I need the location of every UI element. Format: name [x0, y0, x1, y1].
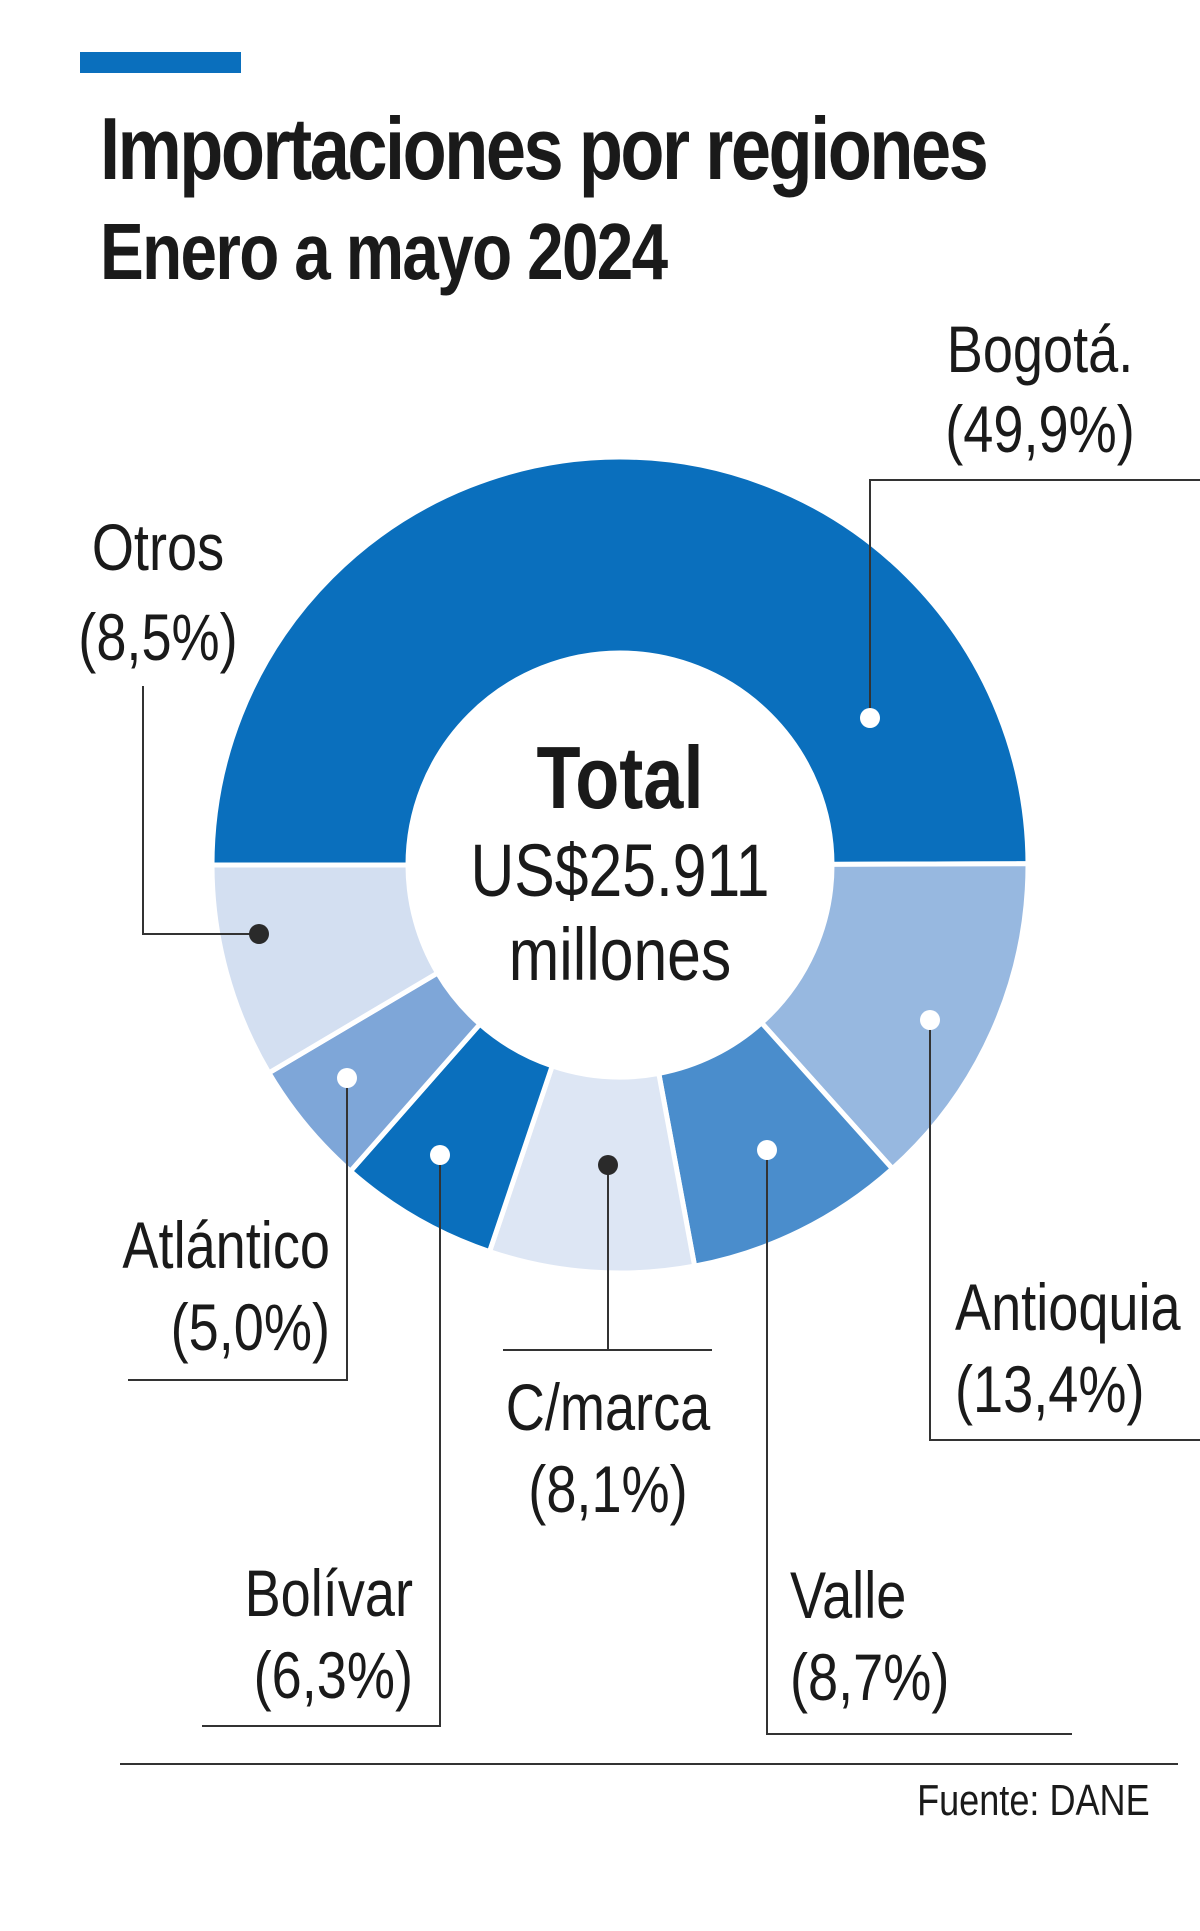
- leader-dot-4: [430, 1145, 450, 1165]
- slice-label-name-0: Bogotá.: [947, 312, 1134, 386]
- leader-dot-2: [757, 1140, 777, 1160]
- slice-1: [758, 861, 1031, 1173]
- slice-label-value-3: (8,1%): [528, 1452, 687, 1526]
- slice-label-value-6: (8,5%): [78, 600, 237, 674]
- labels-layer: Bogotá.(49,9%) Antioquia (13,4%) Valle (8,7%…: [78, 312, 1181, 1714]
- leader-line-6: [142, 686, 259, 935]
- slice-label-value-5: (5,0%): [171, 1290, 330, 1364]
- slice-label-name-3: C/marca: [506, 1370, 711, 1444]
- leader-line-4: [202, 1155, 441, 1727]
- center-label: Total US$25.911 millones: [470, 729, 769, 996]
- leaders-layer: [128, 479, 1200, 1735]
- slice-label-name-2: Valle: [790, 1558, 906, 1632]
- center-total: Total: [536, 729, 703, 827]
- leader-line-1: [929, 1020, 1200, 1441]
- leader-dot-3: [598, 1155, 618, 1175]
- slice-label-value-2: (8,7%): [790, 1640, 949, 1714]
- leader-dot-0: [860, 708, 880, 728]
- leader-dot-5: [337, 1068, 357, 1088]
- center-unit: millones: [509, 914, 732, 996]
- slice-6: [209, 862, 442, 1077]
- slice-0: [209, 453, 1031, 868]
- slice-label-name-6: Otros: [92, 510, 224, 584]
- leader-dot-6: [249, 924, 269, 944]
- chart-subtitle: Enero a mayo 2024: [100, 207, 668, 296]
- slices-layer: [209, 453, 1031, 1276]
- slice-label-value-4: (6,3%): [254, 1638, 413, 1712]
- slice-label-name-5: Atlántico: [122, 1208, 330, 1282]
- center-amount: US$25.911: [470, 830, 769, 912]
- source-note: Fuente: DANE: [917, 1776, 1150, 1825]
- leader-line-0: [869, 479, 1200, 718]
- leader-dot-1: [920, 1010, 940, 1030]
- slice-label-name-4: Bolívar: [245, 1556, 413, 1630]
- leader-line-5: [128, 1078, 348, 1381]
- accent-bar: [80, 52, 241, 73]
- chart-title: Importaciones por regiones: [100, 99, 989, 198]
- leader-line-2: [766, 1150, 1072, 1735]
- slice-label-value-1: (13,4%): [955, 1352, 1144, 1426]
- slice-label-value-0: (49,9%): [945, 392, 1134, 466]
- slice-label-name-1: Antioquia: [955, 1270, 1181, 1344]
